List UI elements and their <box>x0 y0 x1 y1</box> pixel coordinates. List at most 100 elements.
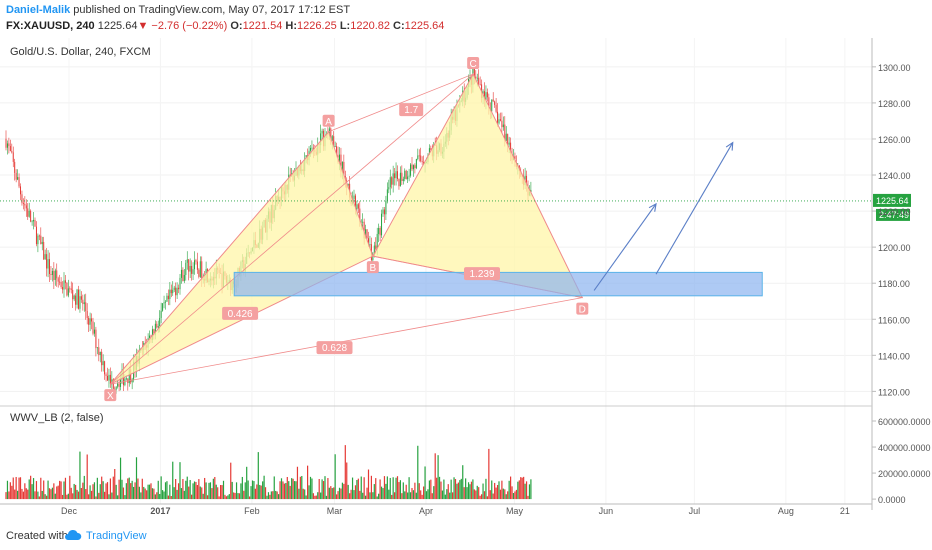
volume-bar <box>272 491 274 500</box>
volume-bar <box>441 490 444 500</box>
candle-body <box>82 299 84 305</box>
volume-bar <box>508 480 510 500</box>
candle-body <box>115 386 117 390</box>
axes: 1120.00 1140.00 1160.00 1180.00 1200.00 1220.… <box>0 38 931 516</box>
volume-bar <box>523 476 525 500</box>
volume-bar <box>388 489 390 500</box>
candle-body <box>486 92 488 98</box>
volume-bar <box>22 491 24 500</box>
volume-bar <box>333 487 335 500</box>
candle-body <box>151 329 153 340</box>
volume-bar <box>420 490 422 500</box>
volume-bar <box>438 476 441 500</box>
publish-info: published on TradingView.com, May 07, 20… <box>70 4 351 16</box>
volume-bar <box>125 483 127 500</box>
candle-body <box>157 326 159 328</box>
candle-body <box>182 269 184 282</box>
volume-bar <box>398 482 400 500</box>
candle-body <box>93 329 95 334</box>
price-chart[interactable]: 0.426 1.7 1.239 0.628 X A B C D 1225.64 2:47:49 1… <box>0 38 932 518</box>
volume-bar <box>86 454 88 500</box>
volume-bar <box>99 484 101 500</box>
volume-bar <box>336 494 338 500</box>
volume-bar <box>73 483 75 500</box>
candle-body <box>159 317 161 327</box>
volume-bar <box>262 481 264 500</box>
candle-body <box>330 128 332 142</box>
volume-bar <box>527 495 529 500</box>
down-arrow-icon: ▼ <box>137 20 149 32</box>
volume-bar <box>141 478 143 500</box>
volume-bar <box>61 494 64 500</box>
price-tick-label: 1260.00 <box>878 135 911 145</box>
candle-body <box>334 146 336 147</box>
point-label: C <box>470 59 477 70</box>
volume-tick-label: 400000.0000 <box>878 443 931 453</box>
volume-bar <box>247 480 249 500</box>
author-link[interactable]: Daniel-Malik <box>6 4 71 16</box>
candle-body <box>510 142 512 154</box>
volume-bar <box>147 484 149 500</box>
candle-body <box>31 221 33 223</box>
volume-bar <box>199 486 201 500</box>
volume-bar <box>70 487 72 500</box>
volume-bar <box>222 480 225 500</box>
candle-body <box>430 148 432 151</box>
volume-bar <box>166 481 168 500</box>
candle-body <box>359 208 361 223</box>
volume-bar <box>322 481 325 500</box>
candle-body <box>420 155 422 161</box>
volume-bar <box>524 483 526 500</box>
volume-bar <box>102 481 104 500</box>
volume-bar <box>472 479 474 500</box>
volume-bar <box>434 453 436 500</box>
volume-bar <box>211 488 213 500</box>
price-tick-label: 1200.00 <box>878 243 911 253</box>
volume-bar <box>453 477 455 500</box>
candle-body <box>99 351 101 355</box>
candle-body <box>37 235 39 245</box>
volume-bar <box>114 469 116 500</box>
candle-body <box>67 288 69 296</box>
chart-area[interactable]: 0.426 1.7 1.239 0.628 X A B C D 1225.64 2:47:49 1… <box>0 38 932 518</box>
candle-body <box>415 159 417 169</box>
candle-body <box>51 270 53 275</box>
volume-bar <box>56 486 58 500</box>
arrow-head <box>648 202 657 212</box>
candle-body <box>402 178 404 181</box>
volume-bar <box>321 479 323 500</box>
volume-bar <box>192 483 194 500</box>
candle-body <box>6 143 8 148</box>
symbol-label[interactable]: FX:XAUUSD, 240 <box>6 20 95 32</box>
candle-body <box>83 302 85 305</box>
candle-body <box>50 273 52 275</box>
candle-body <box>407 176 409 180</box>
volume-bar <box>369 492 371 500</box>
candle-body <box>95 329 97 349</box>
candle-body <box>421 160 423 163</box>
time-tick-label: Feb <box>244 506 260 516</box>
candle-body <box>18 177 20 187</box>
candle-body <box>128 369 130 384</box>
volume-bar <box>289 485 291 500</box>
volume-bar <box>72 493 74 500</box>
volume-bar <box>96 477 98 500</box>
volume-bar <box>143 486 145 500</box>
harmonic-pattern[interactable]: 0.426 1.7 1.239 0.628 X A B C D <box>104 57 763 402</box>
volume-bar <box>349 493 351 500</box>
tradingview-brand[interactable]: TradingView <box>86 530 147 542</box>
volume-bar <box>367 469 370 500</box>
candle-body <box>75 295 77 305</box>
candle-body <box>502 124 504 128</box>
volume-bar <box>175 478 177 500</box>
volume-bar <box>485 478 487 500</box>
volume-bar <box>354 485 357 500</box>
volume-bar <box>48 488 51 500</box>
last-price: 1225.64 <box>97 20 138 32</box>
candle-body <box>59 281 61 283</box>
candle-body <box>333 136 335 147</box>
candle-body <box>172 289 174 294</box>
volume-bar <box>530 479 532 500</box>
volume-bar <box>330 486 332 500</box>
volume-bar <box>146 490 148 500</box>
